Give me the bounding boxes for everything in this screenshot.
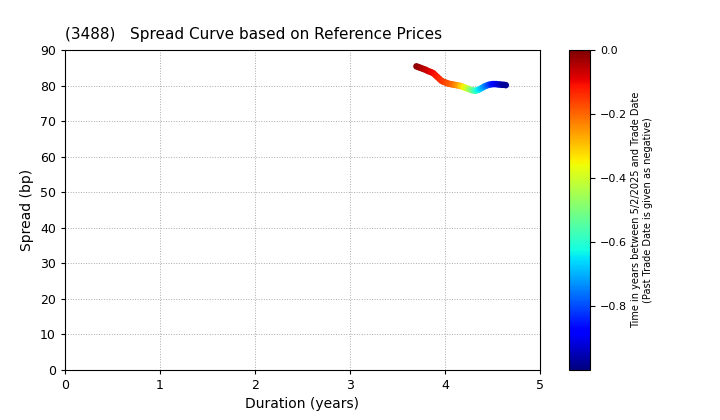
Point xyxy=(449,81,460,88)
Point xyxy=(410,63,422,70)
Y-axis label: Time in years between 5/2/2025 and Trade Date
(Past Trade Date is given as negat: Time in years between 5/2/2025 and Trade… xyxy=(631,92,653,328)
Point xyxy=(469,87,481,94)
Point xyxy=(439,79,451,86)
Point xyxy=(466,87,477,94)
Point xyxy=(458,84,469,91)
Point xyxy=(496,81,508,88)
Point xyxy=(472,87,483,94)
Point xyxy=(498,81,510,88)
Y-axis label: Spread (bp): Spread (bp) xyxy=(20,169,35,251)
Point xyxy=(422,68,433,74)
Point xyxy=(475,85,487,92)
Point xyxy=(454,82,466,89)
Point xyxy=(428,70,439,77)
Point xyxy=(460,85,472,92)
Point xyxy=(468,87,480,94)
Point xyxy=(500,82,511,89)
Point xyxy=(413,64,424,71)
Point xyxy=(483,81,495,88)
Point xyxy=(452,82,464,89)
Point xyxy=(445,81,456,87)
X-axis label: Duration (years): Duration (years) xyxy=(246,397,359,411)
Point xyxy=(474,86,485,93)
Point xyxy=(451,82,462,89)
Point xyxy=(456,83,468,90)
Point xyxy=(490,81,502,87)
Point xyxy=(462,85,474,92)
Point xyxy=(416,65,428,72)
Point xyxy=(481,82,492,89)
Point xyxy=(437,78,449,85)
Point xyxy=(479,83,490,89)
Point xyxy=(433,76,445,82)
Point xyxy=(430,72,441,79)
Point xyxy=(431,74,443,80)
Point xyxy=(492,81,504,88)
Point xyxy=(441,80,453,87)
Point xyxy=(420,66,432,73)
Point xyxy=(485,81,496,88)
Point xyxy=(426,69,438,76)
Point xyxy=(418,66,430,73)
Point xyxy=(424,68,436,75)
Point xyxy=(443,80,454,87)
Point xyxy=(489,81,500,87)
Point xyxy=(447,81,459,88)
Point xyxy=(464,86,475,93)
Point xyxy=(477,84,489,91)
Point xyxy=(495,81,506,88)
Text: (3488)   Spread Curve based on Reference Prices: (3488) Spread Curve based on Reference P… xyxy=(65,27,442,42)
Point xyxy=(436,77,447,84)
Point xyxy=(487,81,498,87)
Point xyxy=(415,64,426,71)
